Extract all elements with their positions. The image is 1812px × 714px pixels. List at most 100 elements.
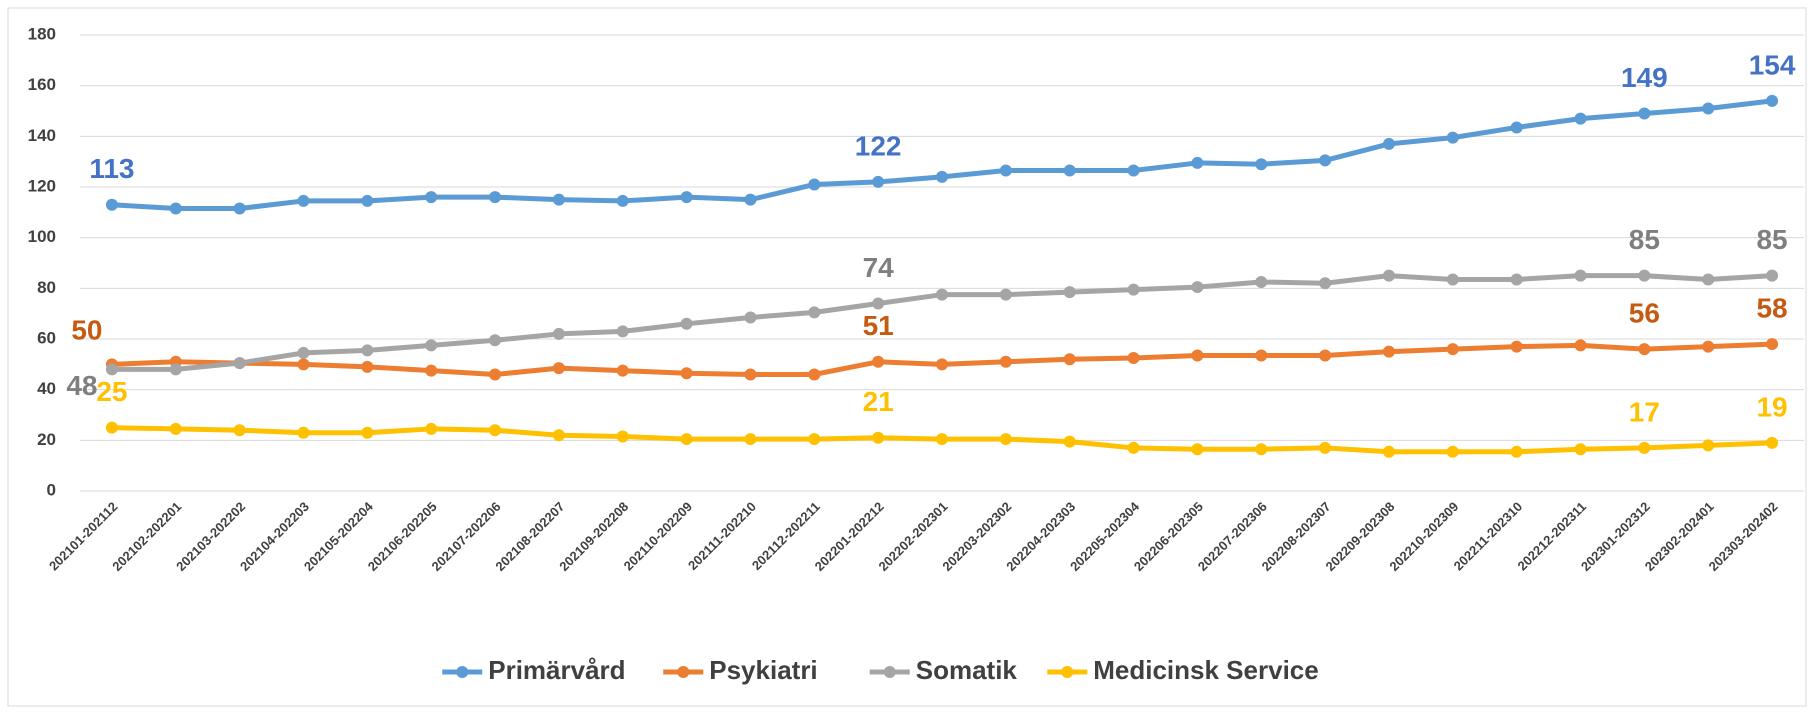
point bbox=[297, 346, 310, 359]
point bbox=[169, 422, 182, 435]
point bbox=[1766, 436, 1779, 449]
point bbox=[872, 297, 885, 310]
point bbox=[872, 355, 885, 368]
point bbox=[1255, 349, 1268, 362]
point bbox=[1127, 441, 1140, 454]
data-label: 17 bbox=[1629, 396, 1660, 427]
y-tick-label: 160 bbox=[28, 75, 56, 94]
point bbox=[616, 194, 629, 207]
point bbox=[1255, 158, 1268, 171]
data-label: 85 bbox=[1756, 224, 1787, 255]
point bbox=[744, 311, 757, 324]
data-label: 122 bbox=[855, 130, 902, 161]
data-label: 25 bbox=[96, 376, 127, 407]
point bbox=[1319, 349, 1332, 362]
point bbox=[1382, 137, 1395, 150]
point bbox=[1319, 441, 1332, 454]
point bbox=[1382, 269, 1395, 282]
point bbox=[744, 433, 757, 446]
legend-label: Medicinsk Service bbox=[1093, 655, 1318, 685]
point bbox=[1766, 338, 1779, 351]
point bbox=[297, 426, 310, 439]
point bbox=[999, 164, 1012, 177]
point bbox=[1510, 340, 1523, 353]
point bbox=[1574, 339, 1587, 352]
point bbox=[1446, 343, 1459, 356]
data-label: 48 bbox=[66, 370, 97, 401]
point bbox=[680, 317, 693, 330]
y-tick-label: 120 bbox=[28, 176, 56, 195]
point bbox=[1510, 445, 1523, 458]
data-label: 113 bbox=[89, 153, 134, 184]
point bbox=[872, 431, 885, 444]
y-tick-label: 80 bbox=[37, 278, 56, 297]
point bbox=[489, 424, 502, 437]
point bbox=[1063, 435, 1076, 448]
point bbox=[1702, 273, 1715, 286]
point bbox=[1638, 269, 1651, 282]
point bbox=[744, 193, 757, 206]
legend: Primärvård Psykiatri Somatik Medicinsk Serv… bbox=[442, 655, 1319, 685]
point bbox=[808, 433, 821, 446]
y-tick-label: 40 bbox=[37, 379, 56, 398]
point bbox=[489, 368, 502, 381]
point bbox=[1191, 156, 1204, 169]
point bbox=[936, 288, 948, 301]
data-label: 56 bbox=[1629, 298, 1660, 329]
point bbox=[1127, 283, 1140, 296]
point bbox=[425, 422, 438, 435]
data-label: 51 bbox=[863, 310, 894, 341]
point bbox=[233, 357, 246, 370]
y-tick-label: 140 bbox=[28, 126, 56, 145]
point bbox=[1574, 269, 1587, 282]
legend-marker bbox=[677, 666, 690, 678]
point bbox=[999, 433, 1012, 446]
data-label: 154 bbox=[1749, 49, 1796, 80]
point bbox=[233, 202, 246, 215]
point bbox=[489, 191, 502, 204]
point bbox=[1063, 353, 1076, 366]
point bbox=[680, 433, 693, 446]
point bbox=[552, 429, 565, 442]
point bbox=[1319, 154, 1332, 167]
y-tick-label: 20 bbox=[37, 430, 56, 449]
point bbox=[489, 334, 502, 347]
point bbox=[1446, 445, 1459, 458]
point bbox=[808, 306, 821, 319]
point bbox=[1766, 94, 1779, 107]
point bbox=[872, 175, 885, 188]
point bbox=[999, 288, 1012, 301]
point bbox=[105, 363, 118, 376]
point bbox=[1638, 343, 1651, 356]
point bbox=[680, 367, 693, 380]
data-label: 58 bbox=[1756, 292, 1787, 323]
point bbox=[1702, 340, 1715, 353]
legend-marker bbox=[1061, 666, 1074, 678]
point bbox=[1255, 443, 1268, 456]
point bbox=[1702, 439, 1715, 452]
point bbox=[1702, 102, 1715, 115]
point bbox=[297, 194, 310, 207]
point bbox=[552, 193, 565, 206]
point bbox=[105, 421, 118, 434]
point bbox=[169, 202, 182, 215]
data-label: 19 bbox=[1756, 391, 1787, 422]
point bbox=[1191, 443, 1204, 456]
point bbox=[1574, 443, 1587, 456]
point bbox=[105, 198, 118, 211]
point bbox=[552, 362, 565, 375]
point bbox=[1638, 441, 1651, 454]
y-tick-label: 0 bbox=[47, 480, 56, 499]
point bbox=[233, 424, 246, 437]
point bbox=[361, 194, 374, 207]
legend-label: Psykiatri bbox=[709, 655, 817, 685]
point bbox=[1446, 131, 1459, 144]
point bbox=[1319, 277, 1332, 290]
point bbox=[936, 358, 948, 371]
point bbox=[744, 368, 757, 381]
legend-label: Primärvård bbox=[488, 655, 625, 685]
legend-label: Somatik bbox=[916, 655, 1018, 685]
y-tick-label: 100 bbox=[28, 227, 56, 246]
point bbox=[552, 327, 565, 340]
point bbox=[1510, 273, 1523, 286]
